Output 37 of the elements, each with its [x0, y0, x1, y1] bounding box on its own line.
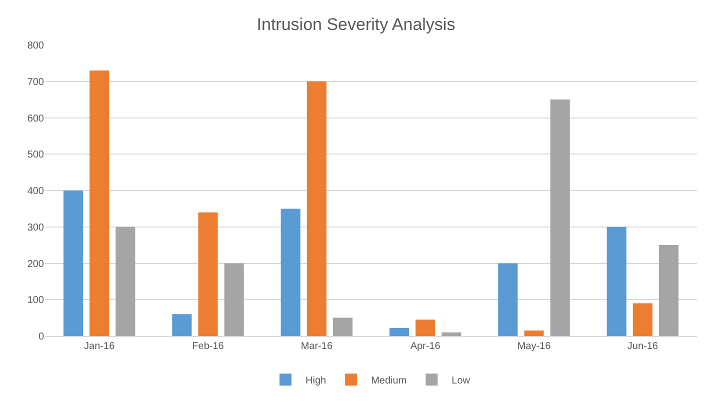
x-tick-label: Apr-16 [410, 341, 441, 352]
y-tick-label: 500 [27, 150, 44, 161]
bar [63, 190, 84, 336]
bar [389, 328, 410, 336]
bar [198, 212, 218, 336]
bar [306, 81, 326, 336]
x-tick-label: Mar-16 [300, 341, 333, 352]
bar [332, 318, 353, 336]
bar [116, 226, 136, 336]
y-tick-label: 200 [27, 258, 44, 270]
bar [442, 332, 462, 336]
y-tick-label: 0 [38, 332, 44, 342]
bar [550, 100, 570, 336]
bar [632, 303, 652, 336]
bar [658, 245, 679, 336]
y-tick-label: 700 [27, 76, 44, 88]
chart-title: Intrusion Severity Analysis [256, 15, 456, 34]
bar [606, 226, 626, 336]
bar [172, 314, 192, 336]
bar [498, 263, 518, 336]
y-tick-label: 600 [27, 113, 44, 124]
bar [416, 320, 436, 336]
bar [280, 208, 300, 336]
y-tick-label: 300 [27, 222, 44, 234]
y-tick-label: 800 [27, 40, 44, 52]
y-tick-label: 100 [27, 295, 44, 306]
y-tick-label: 400 [27, 186, 44, 197]
x-tick-label: Jun-16 [627, 341, 658, 352]
bar [224, 263, 244, 336]
bar [90, 70, 110, 336]
x-tick-label: Jan-16 [84, 341, 116, 352]
x-tick-label: May-16 [517, 341, 552, 352]
bar [524, 330, 544, 336]
legend-label: High [306, 376, 326, 386]
legend-label: Low [452, 376, 471, 386]
x-tick-label: Feb-16 [192, 341, 224, 352]
legend-label: Medium [371, 376, 407, 386]
